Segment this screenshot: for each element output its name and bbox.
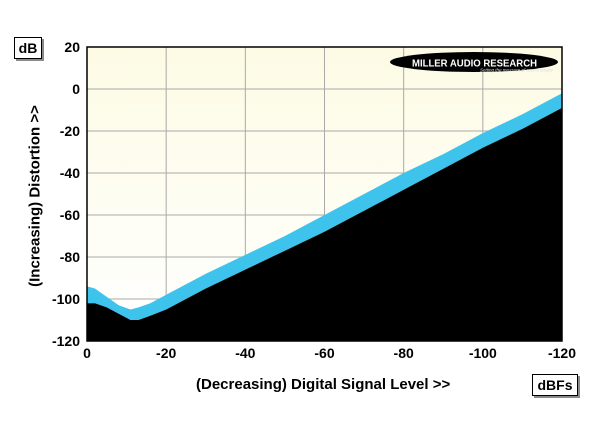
y-tick-label-6: -100: [52, 291, 80, 307]
y-tick-label-3: -40: [60, 165, 80, 181]
x-unit-label: dBFs: [532, 374, 578, 396]
x-tick-label-5: -100: [469, 345, 497, 361]
distortion-floor-fill: [87, 107, 562, 342]
y-tick-label-7: -120: [52, 333, 80, 349]
logo-text: MILLER AUDIO RESEARCH: [412, 58, 537, 70]
x-tick-label-6: -120: [548, 345, 576, 361]
tick-labels: 0 -20 -40 -60 -80 -100 -120 20 0 -20 -40 -60 -80 -100…: [52, 39, 576, 361]
x-tick-label-2: -40: [235, 345, 255, 361]
x-tick-label-4: -80: [394, 345, 414, 361]
miller-audio-research-logo: MILLER AUDIO RESEARCH Setting the measur…: [390, 52, 558, 73]
x-tick-label-3: -60: [314, 345, 334, 361]
y-tick-label-4: -60: [60, 207, 80, 223]
y-tick-label-2: -20: [60, 123, 80, 139]
y-unit-label: dB: [14, 37, 42, 59]
y-axis-title: (Increasing) Distortion >>: [26, 105, 44, 287]
y-tick-label-0: 20: [64, 39, 80, 55]
logo-tagline: Setting the measure of sound quality: [480, 68, 554, 73]
y-tick-label-5: -80: [60, 249, 80, 265]
x-axis-title: (Decreasing) Digital Signal Level >>: [196, 376, 451, 393]
plot-frame: [86, 46, 563, 342]
x-tick-label-0: 0: [83, 345, 91, 361]
x-tick-label-1: -20: [156, 345, 176, 361]
y-tick-label-1: 0: [72, 81, 80, 97]
